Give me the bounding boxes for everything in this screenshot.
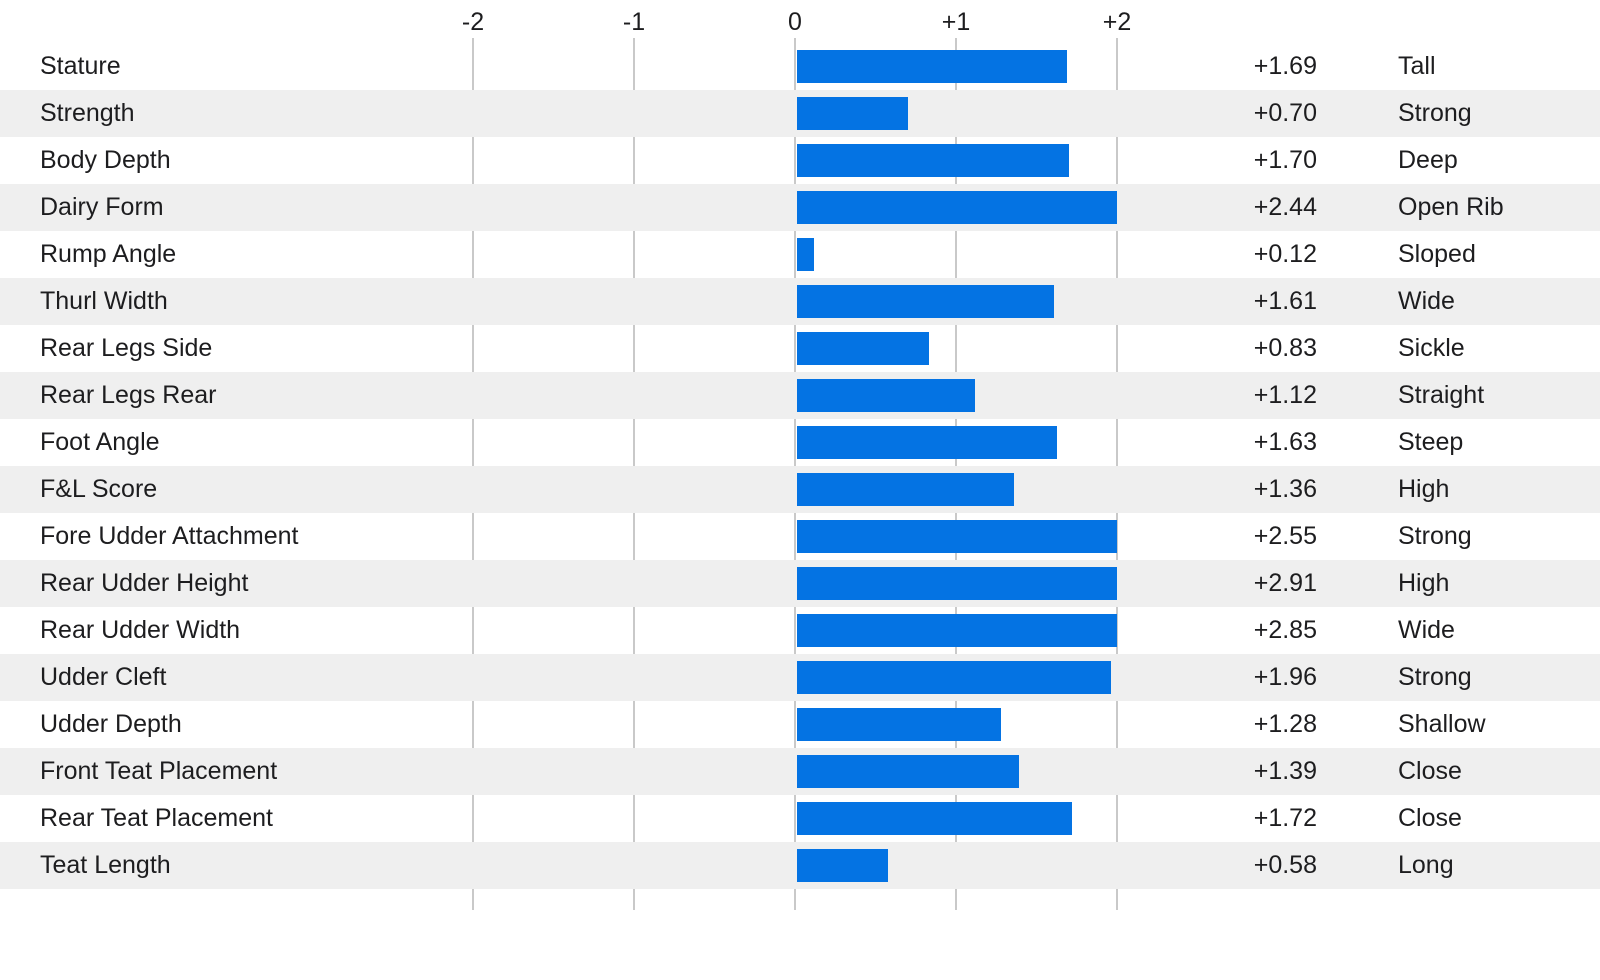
- trait-bar: [797, 755, 1019, 788]
- trait-bar: [797, 473, 1014, 506]
- trait-rows: Stature +1.69 Tall Strength +0.70 Strong…: [0, 43, 1600, 889]
- trait-value: +0.12: [1253, 240, 1317, 268]
- trait-value: +1.63: [1253, 428, 1317, 456]
- trait-label: Rump Angle: [40, 240, 177, 268]
- trait-row: Foot Angle +1.63 Steep: [0, 419, 1600, 466]
- trait-value: +1.72: [1253, 804, 1317, 832]
- trait-label: Rear Udder Width: [40, 616, 241, 644]
- trait-row: Fore Udder Attachment +2.55 Strong: [0, 513, 1600, 560]
- axis-tick-label: 0: [788, 8, 802, 36]
- trait-bar: [797, 614, 1117, 647]
- trait-descriptor: Deep: [1398, 146, 1458, 174]
- trait-row: Teat Length +0.58 Long: [0, 842, 1600, 889]
- trait-descriptor: Straight: [1398, 381, 1485, 409]
- trait-row: Rear Teat Placement +1.72 Close: [0, 795, 1600, 842]
- trait-row: F&L Score +1.36 High: [0, 466, 1600, 513]
- axis-tick-label: +2: [1102, 8, 1132, 36]
- trait-row: Front Teat Placement +1.39 Close: [0, 748, 1600, 795]
- trait-label: Foot Angle: [40, 428, 160, 456]
- trait-descriptor: High: [1398, 569, 1450, 597]
- trait-bar: [797, 802, 1072, 835]
- trait-row: Rear Udder Height +2.91 High: [0, 560, 1600, 607]
- trait-label: Rear Udder Height: [40, 569, 249, 597]
- trait-row: Udder Cleft +1.96 Strong: [0, 654, 1600, 701]
- trait-label: Udder Depth: [40, 710, 182, 738]
- trait-descriptor: Tall: [1398, 52, 1436, 80]
- trait-row: Rear Legs Rear +1.12 Straight: [0, 372, 1600, 419]
- trait-row: Udder Depth +1.28 Shallow: [0, 701, 1600, 748]
- trait-descriptor: Long: [1398, 851, 1454, 879]
- trait-descriptor: Wide: [1398, 616, 1455, 644]
- trait-bar: [797, 238, 815, 271]
- trait-bar: [797, 849, 889, 882]
- trait-row: Rear Udder Width +2.85 Wide: [0, 607, 1600, 654]
- trait-value: +2.44: [1253, 193, 1317, 221]
- trait-bar: [797, 285, 1055, 318]
- axis-tick-labels: -2 -1 0 +1 +2: [0, 6, 1600, 38]
- trait-descriptor: Sickle: [1398, 334, 1465, 362]
- trait-value: +1.36: [1253, 475, 1317, 503]
- axis-tick-label: -1: [622, 8, 646, 36]
- trait-value: +2.91: [1253, 569, 1317, 597]
- trait-value: +1.39: [1253, 757, 1317, 785]
- trait-label: Udder Cleft: [40, 663, 167, 691]
- trait-row: Body Depth +1.70 Deep: [0, 137, 1600, 184]
- trait-label: F&L Score: [40, 475, 158, 503]
- trait-label: Fore Udder Attachment: [40, 522, 299, 550]
- trait-value: +1.69: [1253, 52, 1317, 80]
- trait-descriptor: Close: [1398, 804, 1462, 832]
- trait-value: +1.61: [1253, 287, 1317, 315]
- trait-row: Rump Angle +0.12 Sloped: [0, 231, 1600, 278]
- trait-bar: [797, 520, 1117, 553]
- trait-label: Body Depth: [40, 146, 171, 174]
- trait-value: +1.96: [1253, 663, 1317, 691]
- trait-label: Thurl Width: [40, 287, 168, 315]
- trait-descriptor: Strong: [1398, 522, 1472, 550]
- trait-row: Dairy Form +2.44 Open Rib: [0, 184, 1600, 231]
- trait-value: +2.85: [1253, 616, 1317, 644]
- trait-descriptor: Steep: [1398, 428, 1464, 456]
- trait-bar: [797, 708, 1002, 741]
- trait-row: Strength +0.70 Strong: [0, 90, 1600, 137]
- trait-bar: [797, 144, 1069, 177]
- trait-row: Stature +1.69 Tall: [0, 43, 1600, 90]
- trait-value: +0.70: [1253, 99, 1317, 127]
- trait-bar: [797, 332, 929, 365]
- trait-descriptor: Open Rib: [1398, 193, 1504, 221]
- trait-descriptor: Sloped: [1398, 240, 1476, 268]
- trait-descriptor: Strong: [1398, 99, 1472, 127]
- trait-label: Rear Legs Side: [40, 334, 213, 362]
- trait-label: Stature: [40, 52, 121, 80]
- trait-descriptor: Strong: [1398, 663, 1472, 691]
- trait-row: Thurl Width +1.61 Wide: [0, 278, 1600, 325]
- trait-bar: [797, 50, 1068, 83]
- trait-value: +0.58: [1253, 851, 1317, 879]
- axis-tick-label: +1: [941, 8, 971, 36]
- trait-bar: [797, 661, 1111, 694]
- trait-row: Rear Legs Side +0.83 Sickle: [0, 325, 1600, 372]
- trait-value: +1.12: [1253, 381, 1317, 409]
- trait-descriptor: Shallow: [1398, 710, 1486, 738]
- trait-label: Teat Length: [40, 851, 171, 879]
- trait-label: Rear Legs Rear: [40, 381, 217, 409]
- trait-bar: [797, 426, 1058, 459]
- trait-value: +0.83: [1253, 334, 1317, 362]
- trait-value: +1.70: [1253, 146, 1317, 174]
- trait-bar: [797, 567, 1117, 600]
- axis-tick-label: -2: [461, 8, 485, 36]
- trait-label: Rear Teat Placement: [40, 804, 273, 832]
- trait-label: Front Teat Placement: [40, 757, 278, 785]
- trait-value: +2.55: [1253, 522, 1317, 550]
- trait-value: +1.28: [1253, 710, 1317, 738]
- trait-descriptor: Wide: [1398, 287, 1455, 315]
- trait-descriptor: Close: [1398, 757, 1462, 785]
- trait-bar: [797, 191, 1117, 224]
- trait-label: Dairy Form: [40, 193, 164, 221]
- trait-label: Strength: [40, 99, 135, 127]
- trait-bar: [797, 97, 908, 130]
- trait-bar: [797, 379, 976, 412]
- trait-descriptor: High: [1398, 475, 1450, 503]
